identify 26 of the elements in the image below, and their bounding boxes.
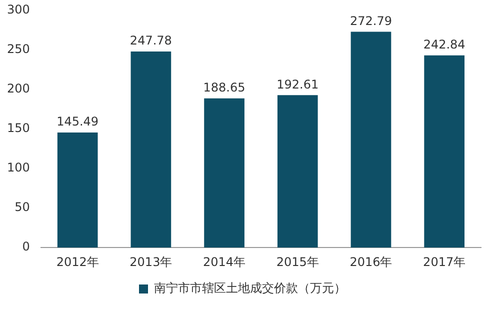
- data-label: 242.84: [423, 38, 466, 52]
- x-tick-label: 2016年: [350, 254, 392, 269]
- y-tick-label: 300: [7, 2, 30, 16]
- y-tick-label: 50: [14, 200, 30, 214]
- y-tick-label: 150: [7, 121, 30, 136]
- bar: [130, 52, 172, 248]
- bar: [277, 95, 318, 248]
- data-label: 188.65: [203, 80, 246, 94]
- y-tick-label: 250: [7, 42, 30, 56]
- x-tick-label: 2017年: [423, 254, 466, 269]
- data-label: 247.78: [130, 34, 172, 48]
- legend-label: 南宁市市辖区土地成交价款（万元）: [154, 281, 346, 296]
- y-tick-label: 100: [7, 160, 30, 175]
- y-tick-label: 0: [22, 240, 30, 254]
- bar: [57, 132, 98, 248]
- data-label: 145.49: [56, 114, 99, 129]
- data-label: 192.61: [276, 77, 319, 92]
- x-tick-label: 2015年: [276, 254, 319, 269]
- bar: [424, 55, 464, 248]
- x-tick-label: 2013年: [130, 254, 172, 269]
- bar: [204, 98, 244, 248]
- bar: [350, 32, 392, 248]
- y-tick-label: 200: [7, 81, 30, 96]
- x-tick-label: 2014年: [203, 254, 246, 269]
- data-label: 272.79: [350, 14, 392, 28]
- x-tick-label: 2012年: [56, 254, 99, 269]
